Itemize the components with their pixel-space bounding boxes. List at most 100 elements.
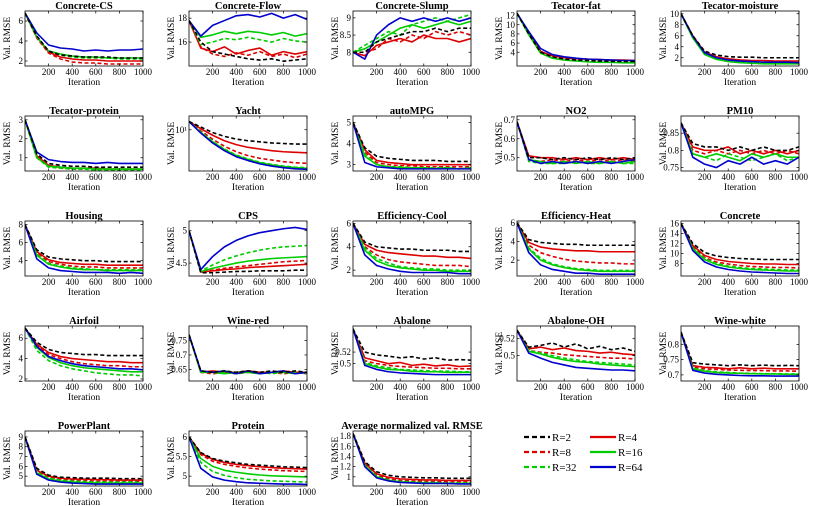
axes-frame	[516, 220, 636, 277]
series-line-r32	[517, 12, 635, 64]
x-tick-label: 600	[417, 172, 431, 182]
series-line-r64	[25, 224, 143, 275]
y-tick-label: 6	[19, 238, 24, 248]
y-tick-label: 10	[670, 249, 680, 259]
x-tick-label: 800	[441, 67, 455, 77]
x-tick-label: 200	[370, 382, 384, 392]
y-axis-label: Val. RMSE	[3, 332, 13, 375]
x-tick-label: 400	[721, 382, 735, 392]
axes-frame	[516, 10, 636, 67]
x-tick-label: 600	[253, 487, 267, 497]
legend-label: R=32	[552, 462, 577, 474]
y-tick-label: 6	[183, 432, 188, 442]
x-tick-label: 600	[253, 382, 267, 392]
y-tick-label: 6	[347, 218, 352, 228]
x-tick-label: 1000	[790, 172, 809, 182]
x-tick-label: 800	[441, 277, 455, 287]
x-axis-label: Iteration	[396, 78, 428, 88]
x-tick-label: 1000	[462, 67, 481, 77]
y-tick-label: 5	[183, 226, 188, 236]
series-lines	[189, 12, 307, 63]
axes-frame	[680, 325, 800, 382]
x-tick-label: 200	[698, 277, 712, 287]
series-line-r32	[681, 331, 799, 375]
y-tick-label: 0.6	[504, 134, 516, 144]
x-tick-label: 600	[417, 487, 431, 497]
y-tick-label: 2	[19, 56, 24, 66]
y-tick-label: 2	[511, 255, 516, 265]
x-tick-label: 400	[721, 67, 735, 77]
subplot-concrete-flow: Concrete-Flow 200 400 600 800 1000 16 18 Iterati…	[167, 1, 317, 88]
series-lines	[189, 226, 307, 274]
series-line-r64	[25, 12, 143, 52]
legend-entry-r32: R=32	[524, 462, 577, 474]
x-tick-label: 600	[581, 67, 595, 77]
x-tick-label: 200	[370, 172, 384, 182]
x-tick-label: 400	[229, 67, 243, 77]
y-tick-label: 0.85	[663, 128, 679, 138]
series-lines	[681, 331, 799, 377]
series-line-r16	[517, 12, 635, 64]
series-line-r2	[681, 223, 799, 261]
axes-frame	[352, 325, 472, 382]
x-tick-label: 800	[605, 382, 619, 392]
x-tick-label: 1000	[298, 487, 317, 497]
x-tick-label: 200	[206, 172, 220, 182]
x-tick-label: 600	[253, 172, 267, 182]
y-tick-label: 6	[511, 38, 516, 48]
subplot-abalone-oh: Abalone-OH 200 400 600 800 1000 0.5 0.52 Iterati…	[495, 316, 645, 403]
series-lines	[681, 13, 799, 65]
axes-frame	[352, 220, 472, 277]
x-tick-label: 200	[42, 487, 56, 497]
series-line-r2	[353, 122, 471, 163]
x-tick-label: 600	[745, 382, 759, 392]
x-axis-label: Iteration	[396, 393, 428, 403]
series-line-r64	[189, 226, 307, 271]
x-axis-label: Iteration	[560, 183, 592, 193]
y-tick-label: 0.75	[663, 355, 679, 365]
series-lines	[25, 327, 143, 377]
y-tick-label: 8	[511, 29, 516, 39]
series-line-r2	[353, 328, 471, 361]
y-axis-label: Val. RMSE	[167, 17, 177, 60]
x-tick-label: 200	[534, 67, 548, 77]
legend-entry-r8: R=8	[524, 447, 572, 459]
series-line-r2	[517, 329, 635, 353]
series-line-r32	[25, 224, 143, 271]
y-tick-label: 1.2	[340, 462, 351, 472]
series-lines	[517, 222, 635, 275]
x-tick-label: 1000	[790, 382, 809, 392]
x-tick-label: 400	[557, 382, 571, 392]
subplot-title: Tecator-protein	[49, 106, 119, 117]
y-tick-label: 8.5	[340, 30, 352, 40]
x-tick-label: 600	[581, 172, 595, 182]
y-tick-label: 4	[19, 256, 24, 266]
x-tick-label: 800	[769, 277, 783, 287]
x-tick-label: 800	[277, 277, 291, 287]
x-tick-label: 800	[113, 382, 127, 392]
series-line-r4	[353, 222, 471, 260]
x-tick-label: 400	[65, 382, 79, 392]
series-lines	[25, 224, 143, 275]
series-line-r4	[25, 327, 143, 364]
subplot-airfoil: Airfoil 200 400 600 800 1000 2 4 6 Iteration Val. …	[3, 316, 153, 403]
x-tick-label: 200	[698, 172, 712, 182]
x-tick-label: 200	[370, 67, 384, 77]
series-line-r16	[25, 436, 143, 484]
series-line-r8	[189, 334, 307, 375]
x-tick-label: 1000	[626, 382, 645, 392]
series-line-r4	[189, 230, 307, 273]
subplot-wine-red: Wine-red 200 400 600 800 1000 0.65 0.7 0.75 Itera…	[167, 316, 317, 403]
y-tick-label: 0.52	[499, 334, 515, 344]
y-tick-label: 8	[19, 220, 24, 230]
series-line-r2	[681, 122, 799, 152]
series-line-r4	[25, 224, 143, 266]
x-tick-label: 800	[441, 487, 455, 497]
x-tick-label: 600	[253, 277, 267, 287]
series-line-r16	[517, 329, 635, 368]
series-line-r64	[681, 331, 799, 377]
y-tick-label: 4	[19, 36, 24, 46]
series-line-r2	[25, 12, 143, 59]
series-lines	[681, 223, 799, 275]
x-tick-label: 800	[277, 172, 291, 182]
